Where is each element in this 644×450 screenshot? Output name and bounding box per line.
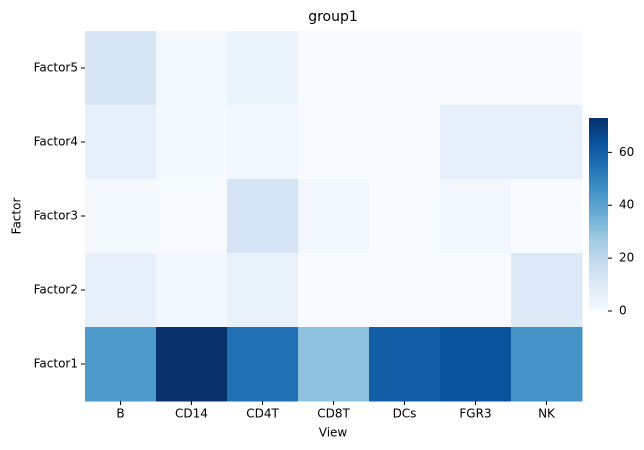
x-axis-label: View — [319, 426, 348, 440]
y-axis-label: Factor — [10, 198, 24, 235]
colorbar-tick-label: 60 — [619, 145, 634, 159]
y-tick-label: Factor1 — [34, 357, 78, 371]
heatmap-cell — [369, 105, 441, 180]
chart-title: group1 — [308, 9, 358, 25]
heatmap-cell — [511, 31, 583, 106]
heatmap-cell — [298, 105, 370, 180]
heatmap-cell — [156, 327, 228, 402]
colorbar-tick-label: 0 — [619, 304, 627, 318]
heatmap-cell — [227, 105, 299, 180]
x-tick-label: NK — [538, 407, 556, 421]
heatmap-cell — [298, 253, 370, 328]
heatmap-cell — [369, 31, 441, 106]
heatmap-cell — [85, 105, 157, 180]
colorbar-tick-label: 40 — [619, 198, 634, 212]
colorbar — [589, 118, 608, 311]
heatmap-cell — [369, 179, 441, 254]
heatmap-cell — [511, 105, 583, 180]
heatmap-cell — [85, 179, 157, 254]
heatmap-cell — [156, 31, 228, 106]
heatmap-cell — [85, 31, 157, 106]
y-tick-label: Factor3 — [34, 209, 78, 223]
heatmap-cell — [227, 31, 299, 106]
heatmap-cell — [369, 253, 441, 328]
heatmap-cell — [85, 327, 157, 402]
heatmap-cell — [156, 105, 228, 180]
heatmap-cell — [227, 327, 299, 402]
heatmap-cell — [511, 253, 583, 328]
heatmap-cell — [227, 179, 299, 254]
x-tick-label: CD14 — [175, 407, 208, 421]
heatmap-cell — [440, 253, 512, 328]
heatmap-cell — [369, 327, 441, 402]
y-tick-label: Factor5 — [34, 61, 78, 75]
heatmap-cell — [440, 31, 512, 106]
heatmap-cell — [511, 327, 583, 402]
heatmap-cell — [440, 327, 512, 402]
heatmap-cell — [511, 179, 583, 254]
heatmap-cell — [156, 179, 228, 254]
colorbar-tick-label: 20 — [619, 251, 634, 265]
x-tick-label: CD4T — [246, 407, 279, 421]
heatmap-cell — [440, 179, 512, 254]
heatmap-cell — [298, 31, 370, 106]
x-tick-label: B — [116, 407, 124, 421]
y-tick-label: Factor4 — [34, 135, 78, 149]
heatmap-cell — [227, 253, 299, 328]
y-tick-label: Factor2 — [34, 283, 78, 297]
heatmap-cell — [85, 253, 157, 328]
heatmap-cell — [156, 253, 228, 328]
x-tick-label: FGR3 — [459, 407, 491, 421]
heatmap-cell — [298, 327, 370, 402]
heatmap-cell — [298, 179, 370, 254]
heatmap-cell — [440, 105, 512, 180]
x-tick-label: DCs — [393, 407, 417, 421]
x-tick-label: CD8T — [317, 407, 350, 421]
